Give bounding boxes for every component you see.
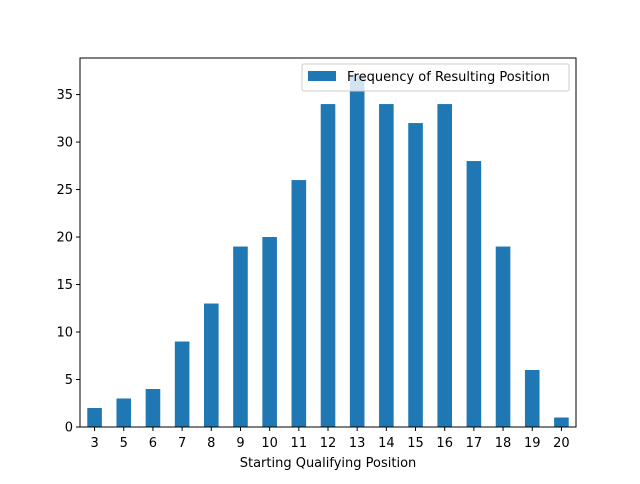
x-tick-label-13: 13 [349,436,366,451]
bar-7 [174,341,190,427]
x-tick-label-10: 10 [261,436,278,451]
y-tick-label-30: 30 [56,136,73,151]
x-tick-label-6: 6 [149,436,157,451]
y-tick-label-5: 5 [65,373,73,388]
x-tick-label-12: 12 [320,436,337,451]
x-tick-label-20: 20 [553,436,570,451]
x-tick-label-17: 17 [466,436,483,451]
x-tick-label-15: 15 [407,436,424,451]
y-tick-label-20: 20 [56,231,73,246]
x-tick-label-19: 19 [524,436,541,451]
bar-12 [320,104,336,427]
bar-13 [349,75,365,427]
legend-label: Frequency of Resulting Position [347,70,550,85]
legend-swatch [308,71,336,81]
x-tick-label-14: 14 [378,436,395,451]
bar-10 [262,237,277,427]
bars-layer [87,75,569,428]
legend-frame [301,63,570,92]
bar-6 [145,389,161,427]
y-tick-label-35: 35 [56,88,73,103]
bar-19 [524,370,540,427]
bar-11 [291,180,307,427]
bar-3 [87,408,102,427]
x-tick-label-11: 11 [291,436,308,451]
bar-17 [466,161,482,428]
x-tick-label-5: 5 [120,436,128,451]
legend: Frequency of Resulting Position [301,63,570,92]
x-tick-label-7: 7 [178,436,186,451]
bar-14 [379,104,394,427]
y-tick-label-15: 15 [56,278,73,293]
y-tick-label-10: 10 [56,326,73,341]
bar-20 [554,417,569,427]
bar-16 [437,104,452,427]
bar-9 [233,246,248,427]
bar-18 [495,246,511,427]
x-tick-label-8: 8 [207,436,215,451]
bar-15 [408,123,423,427]
bar-8 [204,303,219,427]
x-tick-label-3: 3 [90,436,98,451]
x-tick-label-16: 16 [436,436,453,451]
x-axis-label: Starting Qualifying Position [240,456,417,471]
y-tick-label-25: 25 [56,183,73,198]
bar-5 [116,398,132,427]
y-tick-label-0: 0 [65,421,73,436]
x-tick-label-9: 9 [236,436,244,451]
x-tick-label-18: 18 [495,436,512,451]
